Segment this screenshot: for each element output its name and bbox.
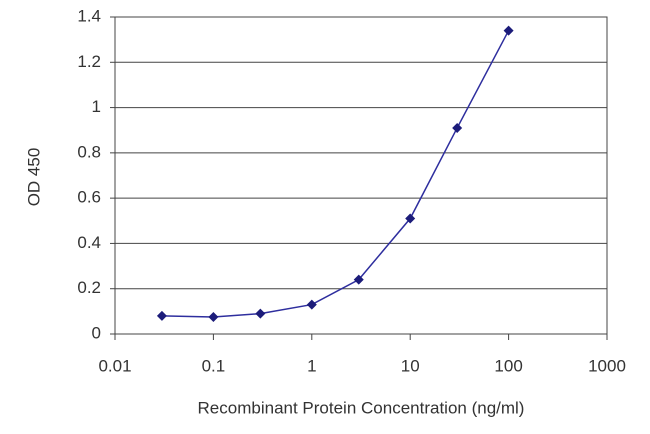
x-axis-label: Recombinant Protein Concentration (ng/ml…: [198, 398, 525, 417]
y-tick-label: 0.6: [77, 188, 101, 207]
y-axis-label: OD 450: [24, 148, 43, 207]
data-point: [306, 299, 317, 310]
y-tick-label: 1.2: [77, 52, 101, 71]
data-point: [156, 310, 167, 321]
y-tick-label: 0.8: [77, 142, 101, 161]
data-point: [405, 213, 416, 224]
y-tick-label: 1.4: [77, 6, 101, 25]
x-tick-label: 0.01: [98, 356, 131, 375]
x-tick-label: 0.1: [202, 356, 226, 375]
data-point: [208, 312, 219, 323]
series-line: [161, 30, 510, 318]
data-point: [452, 122, 463, 133]
plot-frame: [114, 16, 608, 335]
x-tick-label: 1000: [588, 356, 626, 375]
y-tick-label: 0: [92, 323, 101, 342]
y-tick-label: 1: [92, 97, 101, 116]
x-tick-label: 1: [307, 356, 316, 375]
y-tick-label: 0.2: [77, 278, 101, 297]
data-point: [255, 308, 266, 319]
x-tick-label: 10: [401, 356, 420, 375]
x-tick-label: 100: [494, 356, 522, 375]
y-tick-label: 0.4: [77, 233, 101, 252]
data-point: [353, 274, 364, 285]
data-point: [503, 25, 514, 36]
